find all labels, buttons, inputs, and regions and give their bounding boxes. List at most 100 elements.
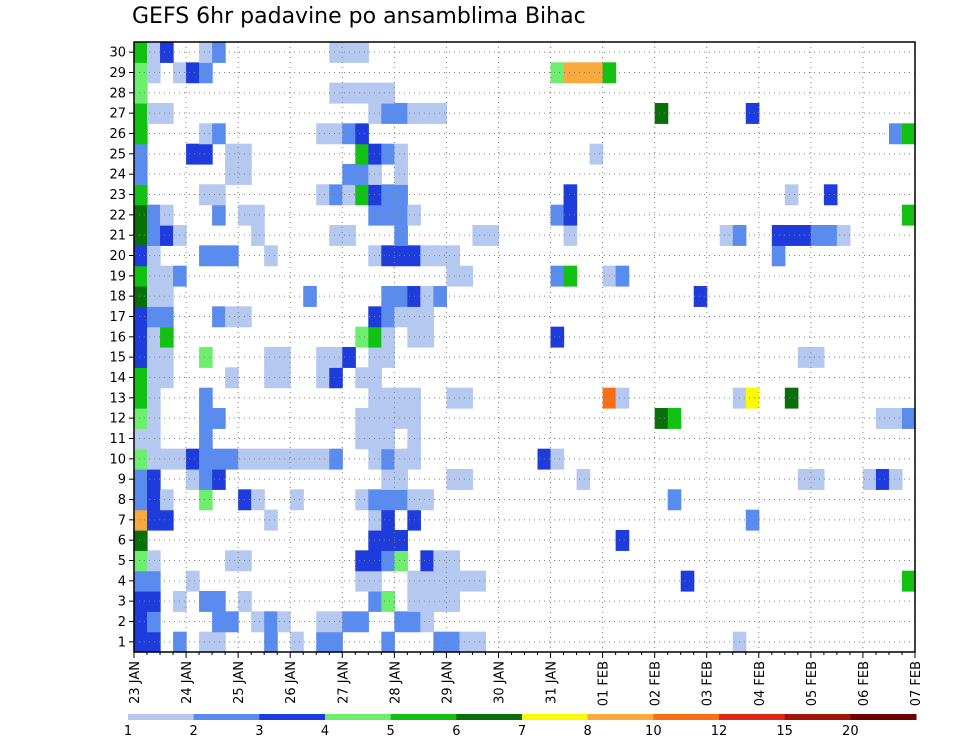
heatmap-cell	[368, 570, 382, 592]
y-tick-label: 17	[109, 310, 126, 325]
heatmap-cell	[381, 347, 395, 368]
heatmap-cell	[199, 42, 213, 63]
y-tick-label: 20	[109, 249, 126, 264]
heatmap-cell	[446, 591, 461, 612]
legend-color-swatch	[850, 714, 917, 720]
heatmap-cell	[368, 530, 382, 551]
y-tick-label: 11	[109, 432, 126, 447]
heatmap-cell	[134, 570, 148, 592]
heatmap-cell	[381, 631, 395, 653]
heatmap-cell	[264, 367, 278, 389]
heatmap-cell	[147, 265, 161, 287]
heatmap-cell	[134, 631, 148, 653]
heatmap-cell	[368, 509, 382, 531]
heatmap-cell	[134, 265, 148, 287]
heatmap-cell	[368, 550, 382, 572]
heatmap-cell	[212, 42, 226, 63]
heatmap-cell	[719, 225, 734, 246]
heatmap-cell	[459, 631, 474, 653]
x-tick-label: 01 FEB	[597, 661, 612, 706]
heatmap-cell	[368, 326, 382, 348]
x-tick-label: 05 FEB	[805, 661, 820, 706]
heatmap-cell	[368, 306, 382, 328]
heatmap-cell	[134, 530, 148, 551]
y-tick-label: 26	[109, 127, 126, 142]
heatmap-cell	[394, 469, 408, 490]
legend-color-swatch	[259, 714, 326, 720]
heatmap-cell	[901, 570, 916, 592]
heatmap-cell	[446, 469, 461, 490]
heatmap-cell	[186, 448, 200, 470]
heatmap-cell	[394, 286, 408, 307]
heatmap-cell	[147, 570, 161, 592]
heatmap-cell	[433, 286, 447, 307]
heatmap-cell	[160, 489, 174, 511]
heatmap-cell	[433, 631, 447, 653]
heatmap-cell	[134, 143, 148, 165]
y-tick-label: 6	[118, 534, 126, 549]
heatmap-cell	[368, 347, 382, 368]
y-tick-label: 21	[109, 229, 126, 244]
legend-level-label: 1	[124, 724, 132, 739]
y-tick-label: 3	[118, 595, 126, 610]
legend-level-label: 6	[452, 724, 460, 739]
heatmap-cell	[290, 631, 304, 653]
heatmap-cell	[134, 306, 148, 328]
x-tick-label: 31 JAN	[545, 661, 560, 704]
heatmap-cell	[186, 62, 200, 84]
heatmap-cell	[329, 82, 343, 104]
y-tick-label: 2	[118, 615, 126, 630]
heatmap-cell	[563, 265, 578, 287]
heatmap-cell	[875, 469, 890, 490]
heatmap-cell	[225, 245, 239, 267]
heatmap-cell	[160, 367, 174, 389]
heatmap-cell	[355, 550, 369, 572]
heatmap-cell	[654, 103, 669, 124]
heatmap-cell	[134, 591, 148, 612]
grid-lines	[134, 42, 915, 652]
heatmap-cell	[212, 448, 226, 470]
heatmap-cell	[134, 469, 148, 490]
heatmap-cell	[316, 347, 330, 368]
heatmap-cell	[394, 408, 408, 429]
heatmap-cell	[823, 225, 838, 246]
heatmap-cell	[394, 184, 408, 206]
heatmap-cell	[160, 448, 174, 470]
heatmap-cell	[381, 245, 395, 267]
heatmap-cell	[810, 347, 825, 368]
heatmap-cell	[160, 225, 174, 246]
heatmap-cell	[147, 286, 161, 307]
heatmap-cell	[550, 62, 565, 84]
legend-level-label: 7	[518, 724, 526, 739]
heatmap-cell	[459, 570, 474, 592]
heatmap-cell	[394, 448, 408, 470]
heatmap-cell	[316, 631, 330, 653]
heatmap-cell	[199, 245, 213, 267]
heatmap-cell	[381, 82, 395, 104]
x-tick-label: 06 FEB	[857, 661, 872, 706]
heatmap-cell	[251, 225, 265, 246]
heatmap-cell	[745, 509, 760, 531]
heatmap-cell	[264, 245, 278, 267]
heatmap-cell	[381, 204, 395, 226]
y-tick-label: 1	[118, 635, 126, 650]
heatmap-cell	[420, 245, 434, 267]
heatmap-cell	[147, 387, 161, 409]
heatmap-cell	[459, 265, 474, 287]
heatmap-cell	[147, 42, 161, 63]
legend-color-swatch	[587, 714, 654, 720]
heatmap-cell	[563, 62, 578, 84]
heatmap-cell	[394, 550, 408, 572]
heatmap-cell	[355, 184, 369, 206]
heatmap-cell	[784, 225, 799, 246]
x-tick-label: 27 JAN	[336, 661, 351, 704]
heatmap-cell	[134, 448, 148, 470]
heatmap-cell	[251, 611, 265, 633]
heatmap-cell	[550, 265, 565, 287]
heatmap-cell	[199, 123, 213, 145]
heatmap-cell	[212, 123, 226, 145]
x-tick-label: 04 FEB	[753, 661, 768, 706]
heatmap-cell	[355, 408, 369, 429]
y-tick-label: 14	[109, 371, 126, 386]
